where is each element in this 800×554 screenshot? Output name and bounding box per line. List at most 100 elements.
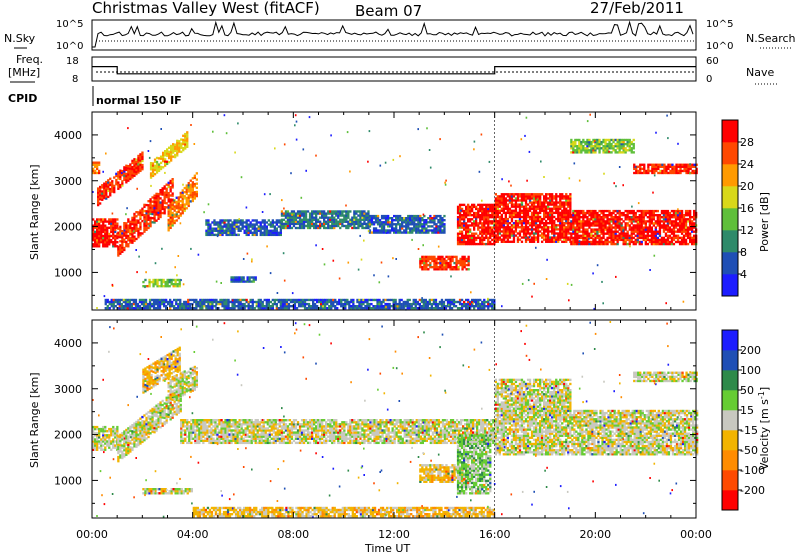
date-label: 27/Feb/2011 (590, 0, 684, 17)
heatmap-cell (567, 203, 570, 206)
heatmap-cell (610, 228, 613, 231)
heatmap-cell (169, 200, 172, 203)
heatmap-cell (689, 234, 692, 237)
heatmap-cell (370, 307, 373, 310)
heatmap-cell (477, 216, 480, 219)
heatmap-cell (604, 242, 607, 246)
heatmap-cell (239, 219, 242, 222)
heatmap-cell (504, 228, 507, 231)
heatmap-cell (485, 218, 488, 221)
heatmap-cell (467, 209, 470, 213)
heatmap-cell (106, 298, 109, 302)
heatmap-cell (94, 239, 97, 242)
heatmap-cell (168, 152, 171, 156)
heatmap-cell (171, 201, 174, 204)
heatmap-cell (479, 207, 482, 211)
heatmap-cell (159, 189, 162, 192)
heatmap-cell (104, 307, 107, 310)
heatmap-cell (526, 215, 530, 219)
heatmap-cell (682, 220, 686, 223)
heatmap-cell (294, 212, 298, 215)
heatmap-cell (123, 166, 126, 169)
heatmap-cell (685, 169, 688, 173)
heatmap-cell (227, 305, 230, 308)
heatmap-cell (399, 219, 402, 222)
heatmap-cell (473, 242, 476, 246)
heatmap-cell (536, 205, 540, 208)
heatmap-cell (199, 305, 202, 308)
heatmap-cell (504, 207, 507, 210)
heatmap-cell (113, 186, 116, 190)
heatmap-cell (413, 229, 416, 232)
heatmap-cell (576, 228, 579, 231)
heatmap-cell (559, 207, 562, 210)
heatmap-cell (147, 212, 150, 215)
heatmap-cell (387, 229, 390, 232)
heatmap-cell (195, 186, 198, 189)
heatmap-cell (215, 223, 218, 226)
heatmap-cell (247, 229, 250, 232)
heatmap-cell (632, 226, 635, 229)
heatmap-cell (582, 234, 585, 237)
heatmap-cell (551, 207, 554, 210)
heatmap-cell (267, 231, 270, 234)
heatmap-cell (628, 209, 631, 213)
heatmap-cell (650, 236, 653, 240)
heatmap-cell (494, 199, 497, 202)
heatmap-cell (164, 150, 167, 153)
heatmap-cell (440, 298, 444, 302)
heatmap-cell (654, 240, 657, 244)
heatmap-cell (433, 263, 436, 267)
heatmap-cell (280, 210, 284, 213)
heatmap-cell (267, 302, 270, 306)
heatmap-cell (117, 185, 120, 188)
heatmap-cell (646, 226, 649, 229)
heatmap-cell (632, 236, 635, 240)
heatmap-cell (376, 223, 380, 226)
heatmap-cell (277, 219, 280, 222)
heatmap-cell (551, 199, 554, 202)
heatmap-cell (309, 307, 313, 310)
heatmap-cell (458, 242, 462, 246)
heatmap-cell (524, 197, 528, 200)
heatmap-cell (139, 159, 142, 162)
heatmap-cell (359, 224, 362, 228)
heatmap-cell (166, 150, 169, 153)
heatmap-cell (491, 207, 494, 211)
heatmap-cell (331, 226, 334, 230)
heatmap-cell (99, 196, 102, 199)
heatmap-cell (331, 216, 334, 219)
heatmap-cell (291, 298, 295, 302)
heatmap-cell (177, 200, 180, 203)
heatmap-cell (280, 222, 284, 226)
heatmap-cell (255, 227, 258, 230)
heatmap-cell (440, 302, 444, 306)
heatmap-cell (411, 214, 414, 218)
heatmap-cell (584, 149, 587, 152)
heatmap-cell (640, 209, 643, 213)
heatmap-cell (596, 222, 599, 225)
heatmap-cell (315, 216, 318, 219)
heatmap-cell (514, 219, 518, 223)
heatmap-cell (520, 222, 524, 225)
heatmap-cell (689, 222, 692, 225)
heatmap-cell (129, 167, 132, 170)
heatmap-cell (378, 229, 382, 232)
heatmap-cell (674, 211, 678, 215)
heatmap-cell (500, 238, 503, 241)
heatmap-cell (534, 215, 538, 219)
heatmap-cell (604, 145, 607, 148)
heatmap-cell (574, 214, 577, 217)
heatmap-cell (543, 230, 546, 233)
heatmap-cell (524, 222, 528, 225)
heatmap-cell (290, 210, 294, 213)
heatmap-cell (481, 224, 484, 227)
heatmap-cell (630, 236, 633, 240)
heatmap-cell (642, 222, 645, 225)
heatmap-cell (405, 225, 408, 228)
heatmap-cell (427, 263, 430, 267)
heatmap-cell (428, 302, 431, 306)
heatmap-cell (620, 211, 623, 215)
heatmap-cell (520, 195, 524, 198)
heatmap-cell (678, 218, 682, 221)
